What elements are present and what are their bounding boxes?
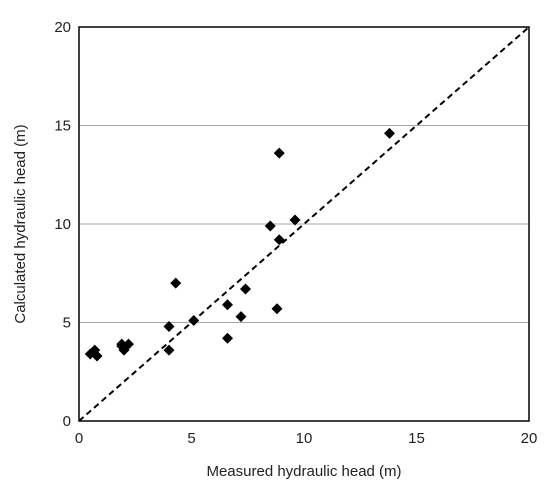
data-point-12 [222,299,233,311]
data-point-13 [235,311,247,323]
x-tick-label-20: 20 [521,430,538,447]
y-axis-title: Calculated hydraulic head (m) [12,124,29,323]
grid-lines [79,125,529,323]
data-point-9 [170,277,182,289]
x-axis-title: Measured hydraulic head (m) [206,463,401,480]
x-tick-label-0: 0 [75,430,83,447]
data-point-2 [91,350,103,362]
data-point-10 [188,315,200,327]
data-point-11 [222,332,233,344]
y-tick-label-10: 10 [54,216,71,233]
x-tick-labels: 0 5 10 15 20 [75,430,538,447]
y-tick-label-0: 0 [63,413,71,430]
data-points [84,127,395,362]
x-tick-label-10: 10 [296,430,313,447]
data-point-6 [123,338,134,350]
data-point-8 [163,320,175,332]
y-tick-label-15: 15 [54,118,71,135]
x-tick-label-15: 15 [408,430,425,447]
data-point-19 [289,214,301,226]
data-point-15 [264,220,276,232]
data-point-16 [271,303,283,315]
data-point-7 [163,344,175,356]
y-tick-label-20: 20 [54,19,71,36]
plot-frame [78,26,530,422]
y-tick-labels: 0 5 10 15 20 [54,19,71,430]
x-tick-label-5: 5 [187,430,195,447]
data-point-18 [273,147,285,159]
data-point-20 [384,127,395,139]
y-tick-label-5: 5 [63,315,71,332]
data-point-17 [273,234,285,246]
data-point-14 [240,283,251,295]
